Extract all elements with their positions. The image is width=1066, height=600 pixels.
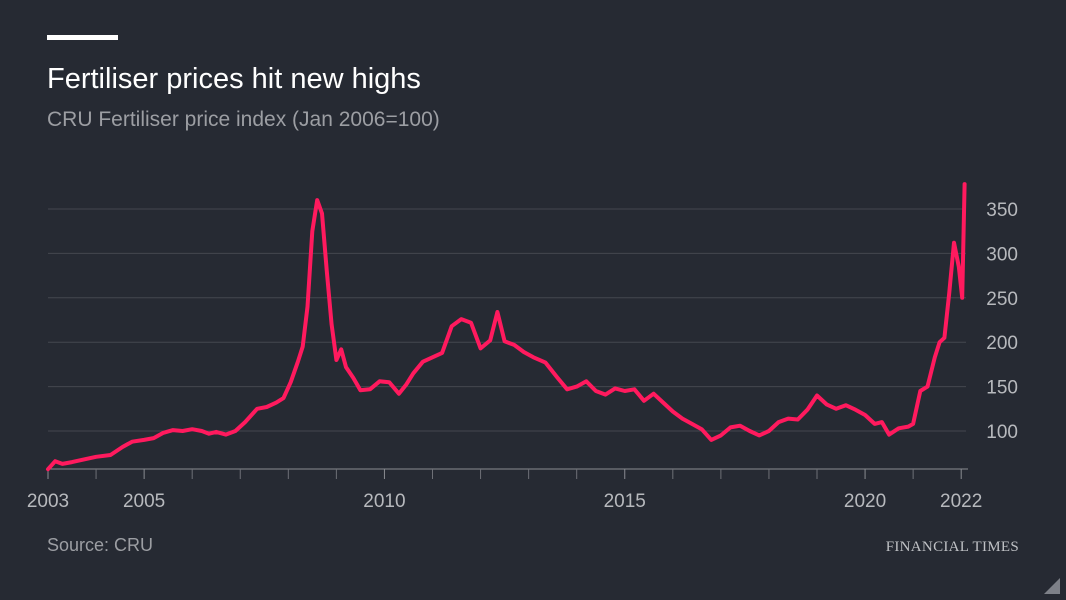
- chart-subtitle: CRU Fertiliser price index (Jan 2006=100…: [47, 108, 440, 131]
- x-tick-label: 2022: [940, 491, 982, 512]
- resize-corner-icon: [1044, 578, 1060, 594]
- y-tick-label: 100: [986, 422, 1018, 443]
- x-axis: 2003 2005 2010 2015 2020 2022: [27, 468, 982, 512]
- x-tick-label: 2015: [604, 491, 646, 512]
- header-rule: [47, 35, 118, 40]
- y-tick-label: 150: [986, 378, 1018, 399]
- y-tick-label: 350: [986, 200, 1018, 221]
- y-tick-label: 250: [986, 289, 1018, 310]
- source-note: Source: CRU: [47, 535, 154, 555]
- gridlines: [48, 208, 966, 432]
- series-line: [46, 182, 967, 472]
- y-tick-label: 300: [986, 244, 1018, 265]
- x-tick-label: 2005: [123, 491, 165, 512]
- y-tick-label: 200: [986, 333, 1018, 354]
- x-tick-label: 2003: [27, 491, 69, 512]
- y-axis-ticks: 100 150 200 250 300 350: [986, 200, 1018, 443]
- x-tick-label: 2020: [844, 491, 886, 512]
- chart-title: Fertiliser prices hit new highs: [47, 63, 421, 95]
- x-tick-label: 2010: [363, 491, 405, 512]
- publisher-logo: FINANCIAL TIMES: [885, 539, 1019, 555]
- series-layer: [46, 182, 967, 472]
